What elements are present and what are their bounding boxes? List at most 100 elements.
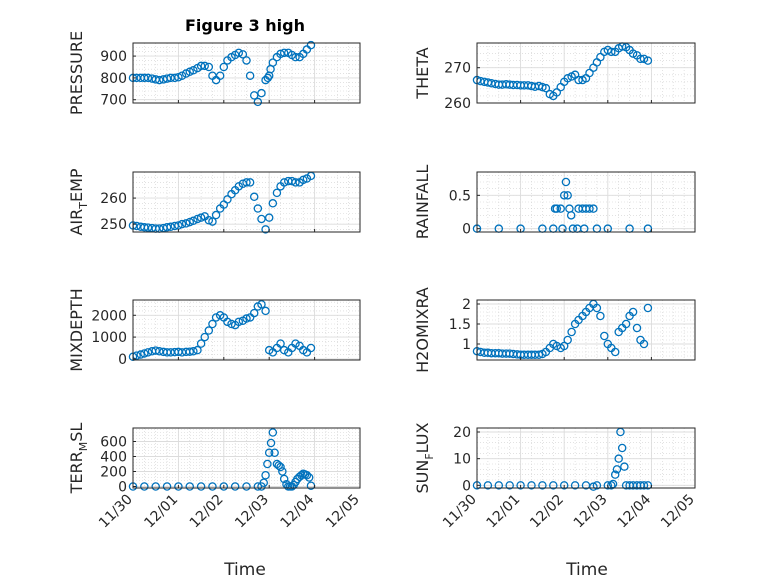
figure-title: Figure 3 high xyxy=(185,16,305,35)
data-point xyxy=(596,52,605,62)
data-point xyxy=(261,470,270,480)
x-tick-label: 12/04 xyxy=(614,491,654,531)
data-point xyxy=(538,481,547,490)
data-point xyxy=(628,307,638,317)
data-point xyxy=(527,481,536,490)
data-point xyxy=(155,75,164,85)
data-point xyxy=(278,467,287,476)
data-point xyxy=(274,461,283,470)
data-point xyxy=(563,191,572,200)
data-point xyxy=(639,339,649,349)
y-tick-label: 250 xyxy=(100,217,127,233)
y-axis-label: PRESSURE xyxy=(67,31,86,115)
data-point xyxy=(298,175,308,185)
data-point xyxy=(143,73,153,83)
y-tick-label: 0.5 xyxy=(449,188,471,204)
data-point xyxy=(196,61,206,71)
data-point xyxy=(189,347,198,356)
x-tick-label: 12/02 xyxy=(187,492,227,532)
data-point xyxy=(143,348,153,357)
x-tick-label: 12/03 xyxy=(571,492,611,532)
data-point xyxy=(208,217,217,226)
data-point xyxy=(242,178,251,187)
y-tick-label: 1000 xyxy=(91,330,127,346)
data-point xyxy=(612,465,622,474)
y-tick-label: 2000 xyxy=(91,308,127,324)
data-point xyxy=(268,199,278,208)
data-point xyxy=(257,214,266,224)
data-point xyxy=(552,88,562,97)
data-point xyxy=(279,178,289,187)
data-point xyxy=(136,350,145,359)
data-point xyxy=(223,195,232,204)
data-point xyxy=(204,216,214,225)
y-axis-label: RAINFALL xyxy=(413,165,432,240)
data-point xyxy=(291,52,300,62)
data-point xyxy=(610,347,620,357)
axes-box xyxy=(132,299,361,361)
data-point xyxy=(297,470,306,480)
data-point xyxy=(279,48,289,58)
data-point xyxy=(276,339,285,348)
data-point xyxy=(304,473,314,482)
data-point xyxy=(259,478,269,487)
y-tick-label: 10 xyxy=(453,452,471,468)
data-point xyxy=(151,482,160,491)
data-point xyxy=(617,443,627,453)
data-point xyxy=(253,482,263,491)
data-point xyxy=(189,66,198,75)
subplot-sun-flux: 0 10 20 11/30 12/01 12/02 12/03 12/04 12/05 SUNFL… xyxy=(413,422,698,531)
data-point xyxy=(563,335,572,345)
axes-box xyxy=(476,171,696,233)
data-point xyxy=(234,317,244,327)
data-point xyxy=(166,222,175,232)
data-point xyxy=(556,204,565,213)
data-point xyxy=(270,448,279,457)
axes-box xyxy=(476,42,696,104)
data-point xyxy=(196,482,206,491)
data-point xyxy=(264,213,274,222)
data-point xyxy=(505,481,514,490)
subplot-rainfall: 0 0.5 RAINFALL xyxy=(413,165,696,240)
data-point xyxy=(219,482,229,491)
y-tick-label: 0 xyxy=(118,352,127,368)
data-point xyxy=(185,347,194,356)
y-tick-label: 2 xyxy=(462,297,471,313)
data-point xyxy=(253,204,263,213)
data-point xyxy=(276,462,285,472)
data-point xyxy=(516,481,525,490)
subplot-grid: 700 800 900 PRESSURE 260 270 THETA 250 260 AIRTEM… xyxy=(67,31,698,531)
y-axis-label: MIXDEPTH xyxy=(67,288,86,371)
y-axis-label: H2OMIXRA xyxy=(413,287,432,373)
data-point xyxy=(585,68,594,78)
data-point xyxy=(253,97,263,107)
data-point xyxy=(483,481,493,490)
x-tick-label: 12/01 xyxy=(484,492,524,532)
y-tick-label: 260 xyxy=(444,96,471,112)
data-point xyxy=(185,482,194,491)
data-point xyxy=(287,176,297,186)
data-point xyxy=(639,481,649,490)
y-tick-label: 0 xyxy=(462,222,471,238)
data-point xyxy=(610,470,620,479)
data-point xyxy=(196,213,206,222)
axes-box xyxy=(132,42,361,104)
data-point xyxy=(561,177,571,187)
data-point xyxy=(249,91,259,100)
data-point xyxy=(552,204,562,213)
data-point xyxy=(264,448,274,457)
data-point xyxy=(538,82,547,92)
subplot-h2omixra: 1 1.5 2 H2OMIXRA xyxy=(413,287,696,373)
data-point xyxy=(238,50,248,59)
data-point xyxy=(257,300,266,309)
y-tick-label: 20 xyxy=(453,425,471,441)
data-point xyxy=(266,438,276,448)
x-axis-label-right: Time xyxy=(565,560,608,580)
data-point xyxy=(204,326,214,335)
data-point xyxy=(567,327,576,337)
x-axis-label-left: Time xyxy=(223,560,266,580)
subplot-air-temp: 250 260 AIRTEMP xyxy=(67,168,361,236)
subplot-mixdepth: 0 1000 2000 MIXDEPTH xyxy=(67,288,361,372)
data-point xyxy=(279,474,289,484)
data-point xyxy=(632,323,642,333)
